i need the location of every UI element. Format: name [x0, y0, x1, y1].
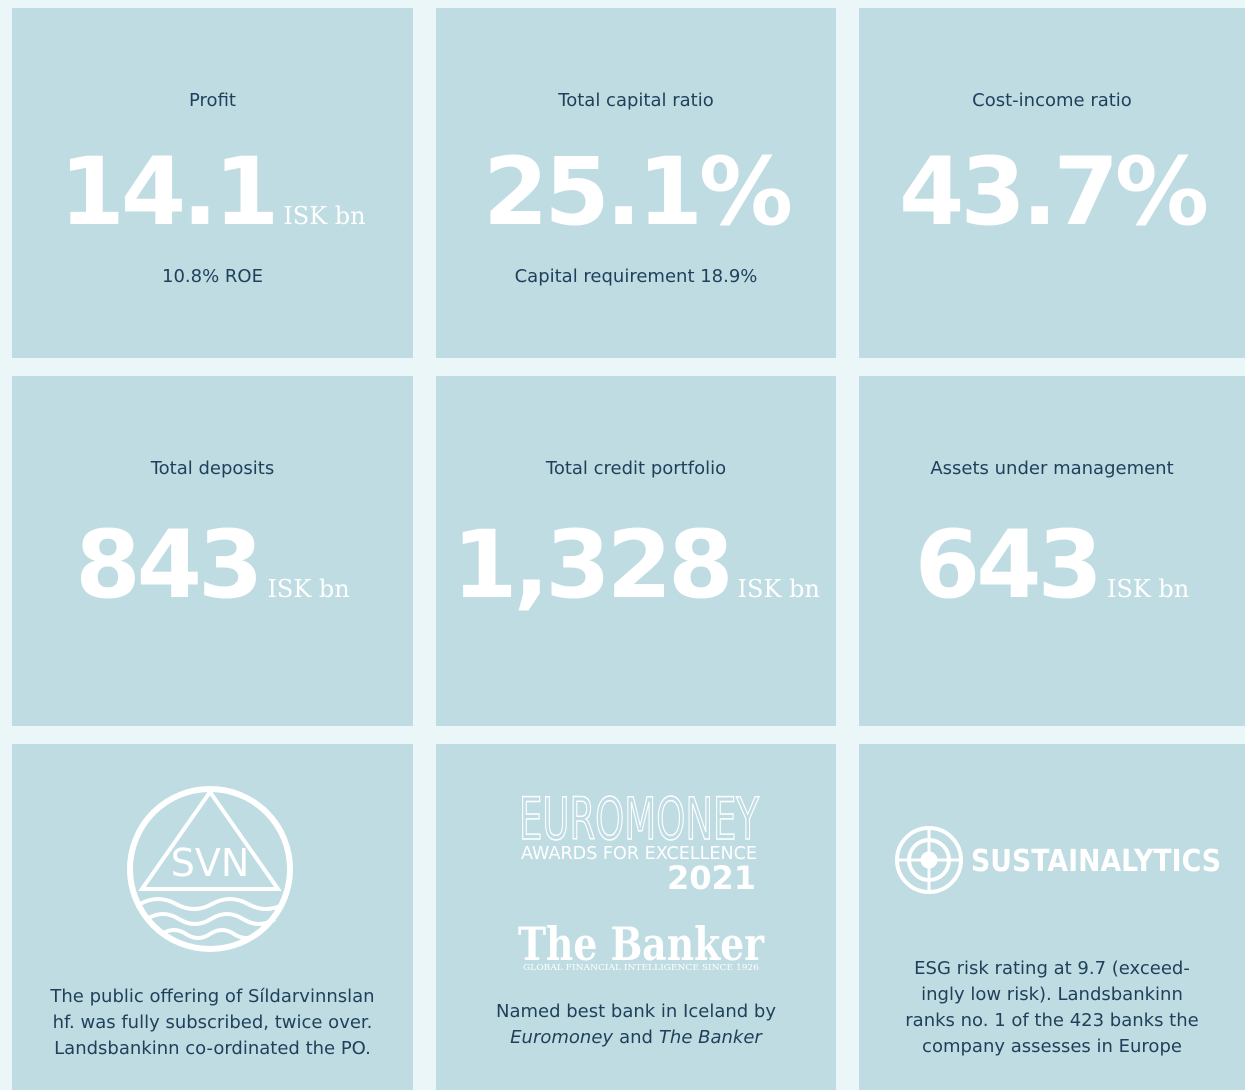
- kpi-label: Profit: [189, 90, 236, 111]
- caption-line: ranks no. 1 of the 423 banks the: [905, 1010, 1199, 1031]
- kpi-unit: ISK bn: [283, 202, 366, 230]
- kpi-value: 25.1%: [436, 143, 836, 243]
- caption-line: Euromoney and The Banker: [436, 1025, 836, 1051]
- caption: Named best bank in Iceland by Euromoney a…: [436, 999, 836, 1051]
- highlight-tile: SUSTAINALYTICS ESG risk rating at 9.7 (e…: [859, 744, 1245, 1090]
- year: 2021: [667, 859, 756, 897]
- svn-logo: SVN: [127, 786, 293, 952]
- caption-line: ESG risk rating at 9.7 (exceed-: [914, 958, 1190, 979]
- euromoney: EUROMONEY: [519, 785, 760, 853]
- kpi-number: 14.1: [59, 138, 279, 247]
- kpi-number: 25.1%: [482, 138, 793, 247]
- kpi-tile: Total capital ratio 25.1% Capital requirem…: [436, 8, 836, 358]
- kpi-number: 43.7%: [898, 138, 1209, 247]
- kpi-label: Total capital ratio: [558, 90, 714, 111]
- kpi-label: Total deposits: [150, 458, 275, 479]
- award-logos: EUROMONEY AWARDS FOR EXCELLENCE 2021 The…: [518, 784, 765, 972]
- kpi-number: 843: [75, 511, 263, 620]
- caption-line: ingly low risk). Landsbankinn: [921, 984, 1183, 1005]
- kpi-tile: Cost-income ratio 43.7%: [859, 8, 1245, 358]
- highlight-tile: SVN The public offering of Síldarvinnsla…: [12, 744, 413, 1090]
- highlight-tile: EUROMONEY AWARDS FOR EXCELLENCE 2021 The…: [436, 744, 836, 1090]
- kpi-unit: ISK bn: [267, 575, 350, 603]
- caption-line: hf. was fully subscribed, twice over.: [52, 1012, 373, 1033]
- logo-text: SUSTAINALYTICS: [971, 844, 1221, 879]
- caption-part: and: [619, 1027, 653, 1048]
- caption-part: The Banker: [658, 1027, 762, 1048]
- caption: The public offering of Síldarvinnslan hf…: [12, 984, 413, 1062]
- caption: ESG risk rating at 9.7 (exceed- ingly lo…: [859, 956, 1245, 1060]
- awards: AWARDS FOR EXCELLENCE: [521, 843, 757, 864]
- kpi-note: 10.8% ROE: [162, 266, 263, 287]
- kpi-label: Cost-income ratio: [972, 90, 1132, 111]
- kpi-number: 1,328: [452, 511, 733, 620]
- kpi-value: 1,328 ISK bn: [436, 516, 836, 616]
- caption-line: company assesses in Europe: [922, 1036, 1182, 1057]
- caption-part: Euromoney: [510, 1027, 614, 1048]
- kpi-value: 43.7%: [859, 143, 1245, 243]
- kpi-unit: ISK bn: [1106, 575, 1190, 603]
- kpi-label: Assets under management: [930, 458, 1174, 479]
- sustainalytics-logo: SUSTAINALYTICS: [895, 826, 1221, 894]
- kpi-tile: Assets under management 643 ISK bn: [859, 376, 1245, 726]
- caption-line: Named best bank in Iceland by: [496, 1001, 776, 1022]
- kpi-note: Capital requirement 18.9%: [514, 266, 758, 287]
- kpi-number: 643: [914, 511, 1103, 620]
- kpi-label: Total credit portfolio: [545, 458, 727, 479]
- kpi-tile: Profit 14.1 ISK bn 10.8% ROE: [12, 8, 413, 358]
- caption-line: Landsbankinn co-ordinated the PO.: [54, 1038, 371, 1059]
- kpi-unit: ISK bn: [737, 575, 820, 603]
- banker-tagline: Global Financial Intelligence Since 1926: [523, 963, 759, 972]
- kpi-value: 14.1 ISK bn: [12, 143, 413, 243]
- kpi-tile: Total credit portfolio 1,328 ISK bn: [436, 376, 836, 726]
- caption-line: The public offering of Síldarvinnslan: [50, 986, 375, 1007]
- kpi-value: 843 ISK bn: [12, 516, 413, 616]
- logo-text: SVN: [171, 841, 250, 885]
- the-banker: The Banker: [518, 917, 765, 971]
- kpi-tile: Total deposits 843 ISK bn: [12, 376, 413, 726]
- kpi-value: 643 ISK bn: [859, 516, 1245, 616]
